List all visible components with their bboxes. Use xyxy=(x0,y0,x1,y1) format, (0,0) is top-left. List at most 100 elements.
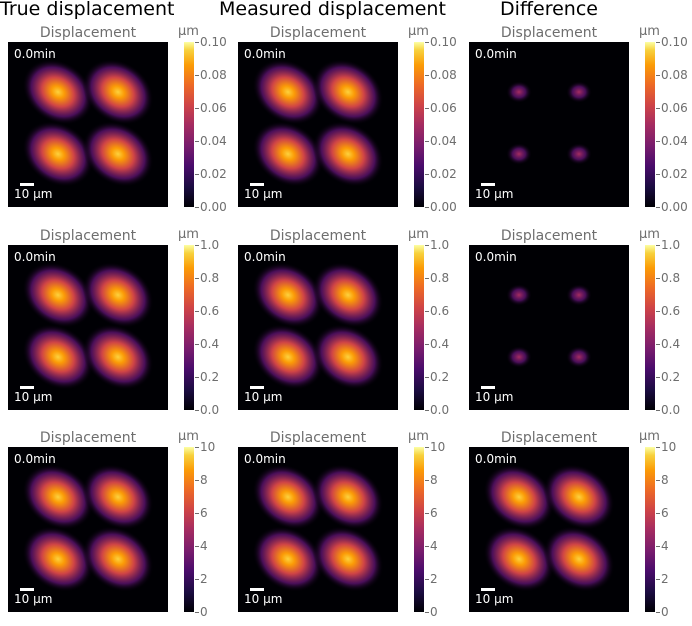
colorbar xyxy=(645,42,655,207)
time-label: 0.0min xyxy=(475,47,517,61)
scale-label: 10 µm xyxy=(244,187,283,201)
colorbar-tick-label: 0.00 xyxy=(425,200,457,214)
scale-label: 10 µm xyxy=(14,390,53,404)
colorbar-tick-label: 2 xyxy=(425,572,438,586)
colorbar xyxy=(645,245,655,410)
colorbar-unit: µm xyxy=(639,227,660,242)
colorbar-tick-label: 0.08 xyxy=(425,68,457,82)
colorbar xyxy=(414,447,424,612)
colorbar-tick-label: 10 xyxy=(194,440,216,454)
displacement-heatmap: 0.0min 10 µm xyxy=(238,447,398,612)
scale-label: 10 µm xyxy=(475,390,514,404)
colorbar-unit: µm xyxy=(178,24,199,39)
colorbar-tick-label: 0.0 xyxy=(655,403,681,417)
colorbar-tick-label: 0.2 xyxy=(194,370,220,384)
colorbar-tick-label: 0.2 xyxy=(424,370,450,384)
time-label: 0.0min xyxy=(475,452,517,466)
displacement-heatmap: 0.0min 10 µm xyxy=(8,42,168,207)
panel-title: Displacement xyxy=(39,25,137,41)
panel-title: Displacement xyxy=(269,25,367,41)
panel-title: Displacement xyxy=(500,430,598,446)
column-title-true: True displacement xyxy=(0,0,175,20)
colorbar-unit: µm xyxy=(639,24,660,39)
panel-title: Displacement xyxy=(39,228,137,244)
panel-title: Displacement xyxy=(269,430,367,446)
colorbar-tick-label: 1.0 xyxy=(655,238,681,252)
colorbar-tick-label: 0.00 xyxy=(195,200,227,214)
colorbar xyxy=(414,245,424,410)
scale-label: 10 µm xyxy=(14,187,53,201)
colorbar-tick-label: 0.4 xyxy=(194,337,220,351)
displacement-heatmap: 0.0min 10 µm xyxy=(238,42,398,207)
colorbar-tick-label: 0.00 xyxy=(656,200,688,214)
colorbar-tick-label: 6 xyxy=(425,506,438,520)
scale-bar: 10 µm xyxy=(244,386,282,404)
colorbar-tick-label: 0.10 xyxy=(656,35,688,49)
displacement-heatmap: 0.0min 10 µm xyxy=(8,245,168,410)
panel-title: Displacement xyxy=(500,25,598,41)
panel-title: Displacement xyxy=(269,228,367,244)
colorbar-tick-label: 0.02 xyxy=(195,167,227,181)
time-label: 0.0min xyxy=(14,452,56,466)
time-label: 0.0min xyxy=(244,452,286,466)
colorbar-tick-label: 0.08 xyxy=(195,68,227,82)
colorbar-tick-label: 0 xyxy=(425,605,438,619)
colorbar-tick-label: 0.08 xyxy=(656,68,688,82)
colorbar-tick-label: 4 xyxy=(425,539,438,553)
colorbar-tick-label: 2 xyxy=(195,572,208,586)
colorbar-tick-label: 0.06 xyxy=(195,101,227,115)
scale-bar: 10 µm xyxy=(14,183,52,201)
colorbar-tick-label: 0.06 xyxy=(656,101,688,115)
column-title-difference: Difference xyxy=(500,0,598,20)
colorbar-tick-label: 4 xyxy=(656,539,669,553)
colorbar-tick-label: 1.0 xyxy=(194,238,220,252)
colorbar-unit: µm xyxy=(178,429,199,444)
panel-title: Displacement xyxy=(500,228,598,244)
scale-bar: 10 µm xyxy=(14,588,52,606)
colorbar-tick-label: 0.06 xyxy=(425,101,457,115)
colorbar-tick-label: 0.02 xyxy=(425,167,457,181)
colorbar-tick-label: 0.8 xyxy=(424,271,450,285)
colorbar-tick-label: 0.2 xyxy=(655,370,681,384)
colorbar-tick-label: 0 xyxy=(195,605,208,619)
colorbar xyxy=(184,245,194,410)
colorbar-unit: µm xyxy=(639,429,660,444)
colorbar-tick-label: 0 xyxy=(656,605,669,619)
colorbar-tick-label: 0.02 xyxy=(656,167,688,181)
colorbar-unit: µm xyxy=(408,24,429,39)
colorbar-tick-label: 0.04 xyxy=(195,134,227,148)
colorbar-tick-label: 2 xyxy=(656,572,669,586)
colorbar-unit: µm xyxy=(178,227,199,242)
displacement-heatmap: 0.0min 10 µm xyxy=(469,245,629,410)
colorbar-tick-label: 1.0 xyxy=(424,238,450,252)
colorbar-tick-label: 0.04 xyxy=(656,134,688,148)
scale-label: 10 µm xyxy=(475,592,514,606)
time-label: 0.0min xyxy=(475,250,517,264)
scale-bar: 10 µm xyxy=(244,588,282,606)
time-label: 0.0min xyxy=(14,47,56,61)
colorbar xyxy=(184,447,194,612)
colorbar xyxy=(414,42,424,207)
time-label: 0.0min xyxy=(244,250,286,264)
scale-label: 10 µm xyxy=(244,592,283,606)
colorbar-tick-label: 0.4 xyxy=(424,337,450,351)
colorbar-tick-label: 0.6 xyxy=(655,304,681,318)
colorbar-tick-label: 4 xyxy=(195,539,208,553)
colorbar-tick-label: 10 xyxy=(655,440,677,454)
colorbar-tick-label: 8 xyxy=(425,473,438,487)
colorbar-tick-label: 0.8 xyxy=(194,271,220,285)
time-label: 0.0min xyxy=(244,47,286,61)
colorbar-tick-label: 0.0 xyxy=(424,403,450,417)
scale-label: 10 µm xyxy=(475,187,514,201)
displacement-heatmap: 0.0min 10 µm xyxy=(469,42,629,207)
panel-title: Displacement xyxy=(39,430,137,446)
scale-bar: 10 µm xyxy=(475,386,513,404)
colorbar-tick-label: 10 xyxy=(424,440,446,454)
colorbar xyxy=(645,447,655,612)
colorbar-tick-label: 0.4 xyxy=(655,337,681,351)
displacement-heatmap: 0.0min 10 µm xyxy=(238,245,398,410)
displacement-heatmap: 0.0min 10 µm xyxy=(8,447,168,612)
displacement-heatmap: 0.0min 10 µm xyxy=(469,447,629,612)
colorbar-tick-label: 0.04 xyxy=(425,134,457,148)
colorbar-tick-label: 0.10 xyxy=(425,35,457,49)
